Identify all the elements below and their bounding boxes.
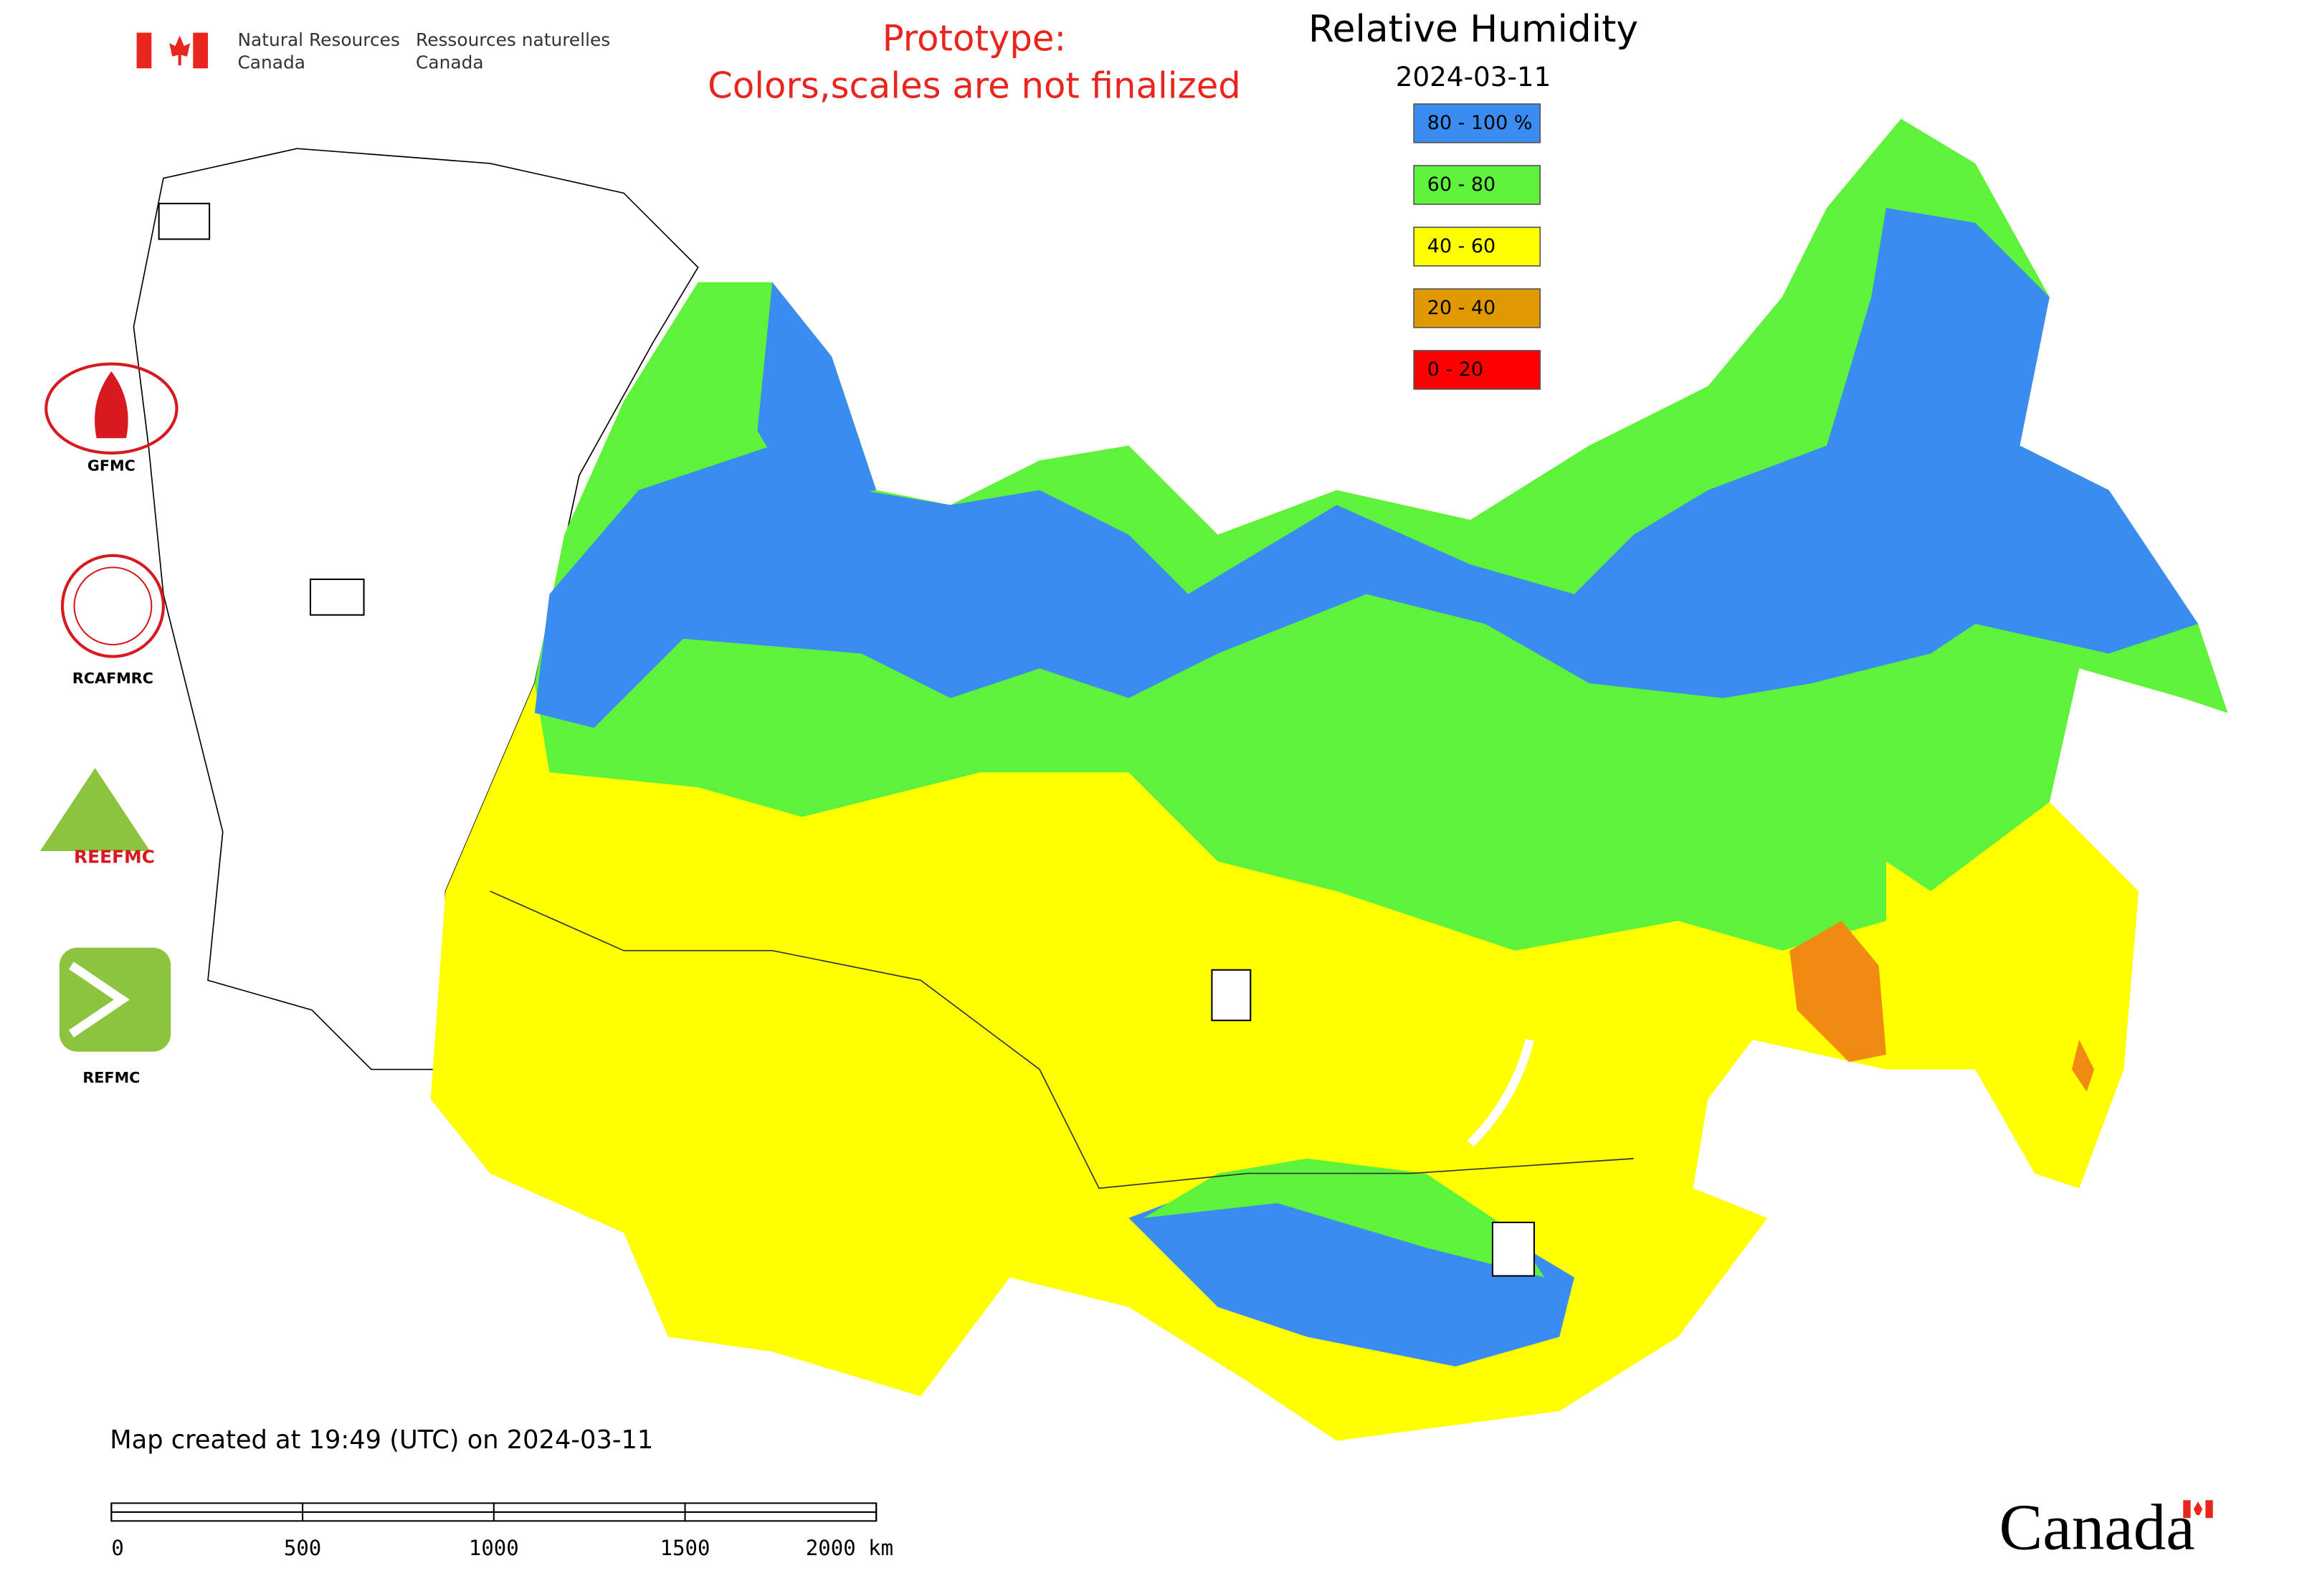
org-name: Natural Resources (237, 29, 399, 50)
wordmark: Canada (1999, 1491, 2194, 1564)
org-name: Ressources naturelles (416, 29, 610, 50)
scale-bar: 0 500 1000 1500 2000 km (110, 1502, 893, 1560)
scale-label: 1000 (469, 1536, 519, 1560)
lake (1467, 1038, 1534, 1147)
border (490, 890, 1634, 1189)
nrcan-signature: Natural Resources Canada Ressources natu… (136, 29, 610, 72)
legend-title: Relative Humidity (1308, 8, 1638, 51)
map (133, 118, 2228, 1441)
legend-label: 60 - 80 (1427, 174, 1495, 196)
legend-swatch (1413, 350, 1541, 390)
legend-swatch (1413, 227, 1541, 267)
legend-label: 20 - 40 (1427, 297, 1495, 319)
org-name: Canada (237, 52, 305, 72)
legend: 80 - 100 % 60 - 80 40 - 60 20 - 40 0 - 20 (1413, 103, 1541, 390)
scale-label: 500 (284, 1536, 321, 1560)
org-name: Canada (416, 52, 484, 72)
region-wet (757, 282, 877, 505)
logo-label: REEFMC (74, 847, 155, 868)
logo-label: GFMC (87, 457, 135, 475)
region-low (2071, 1040, 2094, 1092)
region-wet (534, 208, 2198, 728)
legend-swatch (1413, 288, 1541, 328)
scale-label: 2000 km (806, 1536, 893, 1560)
created-note: Map created at 19:49 (UTC) on 2024-03-11 (110, 1425, 653, 1455)
region-low (1789, 921, 1886, 1063)
notice: Prototype: (883, 17, 1067, 59)
logo-label: RCAFMRC (72, 670, 153, 687)
legend-date: 2024-03-11 (1396, 61, 1551, 92)
notice: Colors,scales are not finalized (708, 65, 1241, 107)
legend-label: 0 - 20 (1427, 358, 1483, 381)
legend-swatch (1413, 103, 1541, 143)
logo-label: REFMC (82, 1069, 140, 1086)
legend-swatch (1413, 165, 1541, 205)
region-moist-south (1143, 1158, 1545, 1278)
logos: GFMC RCAFMRC REEFMC REFMC (39, 202, 1536, 1277)
scale-label: 1500 (660, 1536, 710, 1560)
canada-wordmark: Canada (1999, 1491, 2213, 1564)
legend-label: 80 - 100 % (1427, 112, 1533, 134)
scale-label: 0 (111, 1536, 123, 1560)
legend-label: 40 - 60 (1427, 235, 1495, 257)
